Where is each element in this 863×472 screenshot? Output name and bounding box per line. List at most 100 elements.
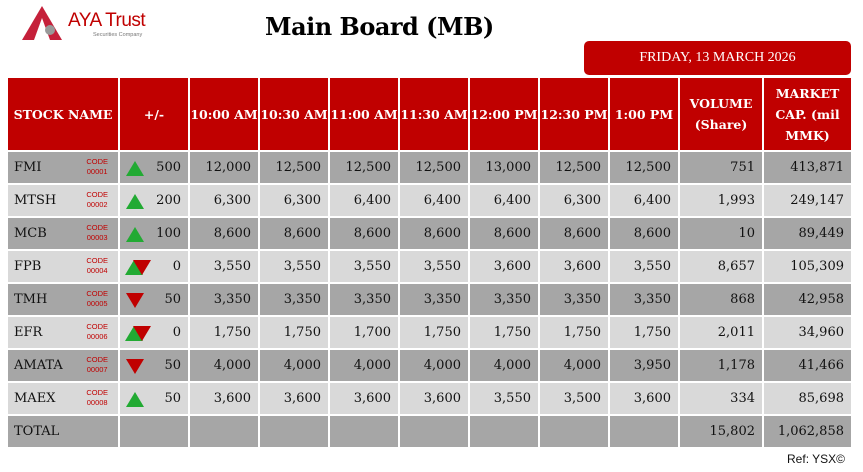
date-banner: FRIDAY, 13 MARCH 2026: [584, 41, 851, 75]
change-cell: 50: [120, 383, 188, 414]
column-header: 10:30 AM: [260, 78, 328, 150]
price-cell: 3,350: [330, 284, 398, 315]
stock-name-cell: MTSH CODE 00002: [8, 185, 118, 216]
price-cell: 8,600: [540, 218, 608, 249]
price-cell: 6,400: [470, 185, 538, 216]
stock-name: MTSH: [14, 193, 57, 208]
stock-code: CODE 00002: [86, 190, 108, 210]
change-cell: 0: [120, 317, 188, 348]
price-cell: 1,700: [330, 317, 398, 348]
unchanged-arrow-icon: [125, 260, 151, 275]
price-cell: 12,500: [330, 152, 398, 183]
price-cell: 6,300: [540, 185, 608, 216]
price-cell: 3,550: [190, 251, 258, 282]
code-number: 00005: [86, 299, 108, 308]
code-label: CODE: [86, 190, 108, 199]
stock-name-cell: TMH CODE 00005: [8, 284, 118, 315]
price-cell: 3,600: [190, 383, 258, 414]
market-cap-cell: 41,466: [764, 350, 851, 381]
volume-cell: 1,993: [680, 185, 762, 216]
stock-name: MAEX: [14, 391, 56, 406]
price-cell: 1,750: [190, 317, 258, 348]
stock-name: AMATA: [14, 358, 63, 373]
stock-code: CODE 00008: [86, 388, 108, 408]
price-cell: 12,500: [260, 152, 328, 183]
source-reference: Ref: YSX©: [787, 452, 845, 466]
change-cell: 200: [120, 185, 188, 216]
price-cell: 3,350: [260, 284, 328, 315]
stock-name-cell: FMI CODE 00001: [8, 152, 118, 183]
column-header: 11:30 AM: [400, 78, 468, 150]
code-number: 00007: [86, 365, 108, 374]
table-row: MCB CODE 00003 100 8,600 8,600 8,600 8,600 8,600…: [8, 218, 851, 249]
volume-cell: 1,178: [680, 350, 762, 381]
price-cell: 8,600: [260, 218, 328, 249]
column-header: 12:00 PM: [470, 78, 538, 150]
code-number: 00008: [86, 398, 108, 407]
price-cell: 12,500: [400, 152, 468, 183]
change-value: 500: [156, 160, 181, 175]
price-cell: 3,600: [540, 251, 608, 282]
empty-cell: [540, 416, 608, 447]
code-number: 00006: [86, 332, 108, 341]
market-cap-cell: 249,147: [764, 185, 851, 216]
stock-name-cell: MAEX CODE 00008: [8, 383, 118, 414]
price-cell: 6,400: [400, 185, 468, 216]
code-label: CODE: [86, 355, 108, 364]
market-cap-cell: 42,958: [764, 284, 851, 315]
price-cell: 12,500: [540, 152, 608, 183]
stock-name: EFR: [14, 325, 43, 340]
price-cell: 4,000: [470, 350, 538, 381]
empty-cell: [120, 416, 188, 447]
code-number: 00004: [86, 266, 108, 275]
table-row: FPB CODE 00004 0 3,550 3,550 3,550 3,550 3,600 3,…: [8, 251, 851, 282]
code-label: CODE: [86, 289, 108, 298]
change-value: 0: [172, 325, 181, 340]
price-cell: 3,350: [470, 284, 538, 315]
code-label: CODE: [86, 157, 108, 166]
volume-cell: 334: [680, 383, 762, 414]
page-title: Main Board (MB): [265, 12, 494, 41]
empty-cell: [260, 416, 328, 447]
price-cell: 3,600: [610, 383, 678, 414]
price-cell: 3,350: [610, 284, 678, 315]
volume-cell: 2,011: [680, 317, 762, 348]
table-row: MAEX CODE 00008 50 3,600 3,600 3,600 3,600 3,550…: [8, 383, 851, 414]
column-header: VOLUME (Share): [680, 78, 762, 150]
price-cell: 3,350: [540, 284, 608, 315]
table-header-row: STOCK NAME +/- 10:00 AM 10:30 AM 11:00 AM 11:…: [8, 78, 851, 150]
market-cap-cell: 85,698: [764, 383, 851, 414]
price-cell: 4,000: [190, 350, 258, 381]
column-header: +/-: [120, 78, 188, 150]
code-label: CODE: [86, 223, 108, 232]
stock-name: MCB: [14, 226, 47, 241]
market-cap-cell: 89,449: [764, 218, 851, 249]
price-cell: 8,600: [400, 218, 468, 249]
volume-cell: 868: [680, 284, 762, 315]
price-cell: 1,750: [470, 317, 538, 348]
total-volume: 15,802: [680, 416, 762, 447]
total-market-cap: 1,062,858: [764, 416, 851, 447]
table-row: AMATA CODE 00007 50 4,000 4,000 4,000 4,000 4,00…: [8, 350, 851, 381]
stock-code: CODE 00005: [86, 289, 108, 309]
price-cell: 1,750: [540, 317, 608, 348]
change-cell: 500: [120, 152, 188, 183]
change-value: 50: [164, 391, 181, 406]
volume-cell: 8,657: [680, 251, 762, 282]
aya-trust-logo: AYA Trust Securities Company: [20, 6, 170, 42]
table-row: EFR CODE 00006 0 1,750 1,750 1,700 1,750 1,750 1,…: [8, 317, 851, 348]
column-header: STOCK NAME: [8, 78, 118, 150]
price-cell: 3,600: [400, 383, 468, 414]
market-cap-cell: 413,871: [764, 152, 851, 183]
down-arrow-icon: [126, 359, 144, 374]
stock-name-cell: EFR CODE 00006: [8, 317, 118, 348]
price-cell: 1,750: [260, 317, 328, 348]
unchanged-arrow-icon: [125, 326, 151, 341]
column-header: 12:30 PM: [540, 78, 608, 150]
column-header: 1:00 PM: [610, 78, 678, 150]
price-cell: 4,000: [400, 350, 468, 381]
price-cell: 1,750: [610, 317, 678, 348]
stock-name-cell: FPB CODE 00004: [8, 251, 118, 282]
column-header: 10:00 AM: [190, 78, 258, 150]
price-cell: 6,400: [330, 185, 398, 216]
